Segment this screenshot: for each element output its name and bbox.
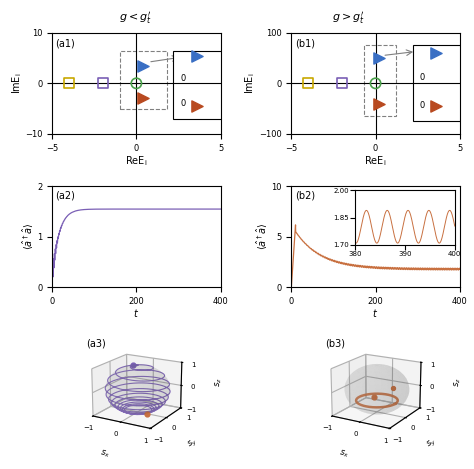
- Y-axis label: $\langle \hat{a}^\dagger \hat{a} \rangle$: $\langle \hat{a}^\dagger \hat{a} \rangle…: [20, 223, 36, 250]
- Point: [432, 102, 440, 110]
- Y-axis label: $\mathrm{ImE_i}$: $\mathrm{ImE_i}$: [10, 73, 24, 94]
- X-axis label: $s_x$: $s_x$: [338, 447, 350, 460]
- Point: [193, 102, 201, 110]
- Y-axis label: $s_y$: $s_y$: [425, 437, 439, 451]
- Bar: [173, 51, 220, 119]
- Text: 0: 0: [419, 101, 425, 110]
- Text: $g < g_t'$: $g < g_t'$: [118, 10, 152, 26]
- Bar: [119, 51, 167, 109]
- Text: 0: 0: [181, 99, 186, 108]
- Text: (b2): (b2): [295, 190, 315, 200]
- Point: [139, 62, 147, 69]
- Point: [372, 80, 379, 87]
- Bar: [412, 45, 460, 121]
- Point: [99, 80, 107, 87]
- Point: [133, 80, 140, 87]
- X-axis label: $t$: $t$: [373, 308, 379, 319]
- Text: (a3): (a3): [86, 339, 106, 349]
- Point: [65, 80, 73, 87]
- Bar: [364, 45, 396, 116]
- Point: [432, 49, 440, 57]
- Point: [375, 100, 383, 107]
- Text: $g > g_t'$: $g > g_t'$: [332, 10, 365, 26]
- Y-axis label: $s_y$: $s_y$: [185, 437, 200, 451]
- Y-axis label: $\langle \hat{a}^\dagger \hat{a} \rangle$: $\langle \hat{a}^\dagger \hat{a} \rangle…: [255, 223, 270, 250]
- Text: 0: 0: [181, 74, 186, 83]
- Point: [375, 54, 383, 62]
- X-axis label: $\mathrm{ReE_i}$: $\mathrm{ReE_i}$: [365, 154, 387, 168]
- Point: [139, 95, 147, 102]
- Point: [338, 80, 346, 87]
- Text: (b3): (b3): [325, 339, 345, 349]
- Text: (a2): (a2): [55, 190, 75, 200]
- X-axis label: $\mathrm{ReE_i}$: $\mathrm{ReE_i}$: [125, 154, 147, 168]
- Text: (b1): (b1): [295, 39, 315, 49]
- Point: [304, 80, 312, 87]
- Point: [193, 52, 201, 59]
- Text: (a1): (a1): [55, 39, 75, 49]
- X-axis label: $t$: $t$: [133, 308, 139, 319]
- Text: 0: 0: [419, 73, 425, 82]
- Y-axis label: $\mathrm{ImE_i}$: $\mathrm{ImE_i}$: [244, 73, 257, 94]
- X-axis label: $s_x$: $s_x$: [99, 447, 110, 460]
